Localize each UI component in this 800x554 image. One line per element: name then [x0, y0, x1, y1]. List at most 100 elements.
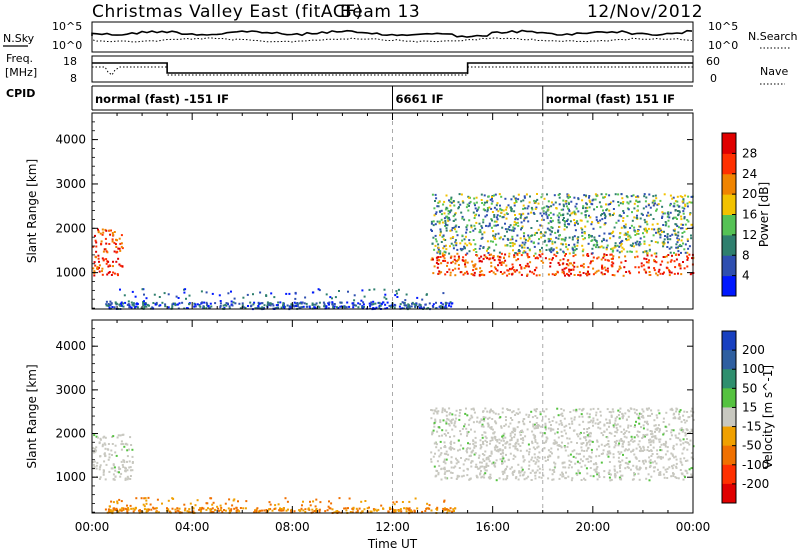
heatmap-cell [669, 194, 672, 197]
heatmap-cell [624, 467, 627, 470]
heatmap-cell [523, 250, 526, 253]
heatmap-cell [471, 416, 474, 419]
heatmap-cell [432, 303, 435, 306]
heatmap-cell [663, 238, 666, 241]
heatmap-cell [458, 475, 461, 478]
heatmap-cell [597, 269, 600, 272]
heatmap-cell [507, 269, 510, 272]
heatmap-cell [430, 417, 433, 420]
heatmap-cell [443, 200, 446, 203]
heatmap-cell [637, 435, 640, 438]
heatmap-cell [611, 408, 614, 411]
heatmap-cell [268, 508, 271, 511]
heatmap-cell [666, 215, 669, 218]
heatmap-cell [502, 216, 505, 219]
heatmap-cell [438, 222, 441, 225]
heatmap-cell [573, 261, 576, 264]
heatmap-cell [127, 300, 130, 303]
heatmap-cell [659, 227, 662, 230]
heatmap-cell [448, 211, 451, 214]
heatmap-cell [290, 305, 293, 308]
heatmap-cell [595, 463, 598, 466]
heatmap-cell [648, 441, 651, 444]
heatmap-cell [401, 501, 404, 503]
heatmap-cell [188, 294, 191, 297]
heatmap-cell [621, 415, 624, 418]
cpid-segment-label: 6661 IF [396, 92, 444, 106]
heatmap-cell [444, 260, 447, 262]
heatmap-cell [144, 303, 146, 306]
heatmap-cell [622, 217, 625, 219]
heatmap-cell [378, 301, 381, 304]
heatmap-cell [625, 436, 628, 439]
heatmap-cell [611, 265, 614, 268]
heatmap-cell [626, 201, 629, 204]
heatmap-cell [576, 237, 579, 240]
heatmap-cell [113, 250, 116, 253]
heatmap-cell [396, 292, 398, 295]
heatmap-cell [357, 302, 360, 305]
heatmap-cell [247, 305, 249, 307]
heatmap-cell [511, 273, 514, 276]
heatmap-cell [547, 273, 550, 276]
heatmap-cell [402, 301, 405, 304]
heatmap-cell [559, 214, 562, 217]
heatmap-cell [107, 260, 110, 263]
heatmap-cell [447, 453, 450, 456]
heatmap-cell [583, 232, 586, 235]
heatmap-cell [630, 450, 633, 453]
heatmap-cell [209, 497, 212, 500]
heatmap-cell [632, 464, 635, 467]
heatmap-cell [561, 268, 564, 271]
heatmap-cell [582, 272, 585, 274]
heatmap-cell [632, 440, 635, 443]
heatmap-cell [102, 250, 105, 253]
heatmap-cell [565, 266, 568, 269]
heatmap-cell [681, 223, 684, 226]
heatmap-cell [261, 306, 264, 309]
heatmap-cell [508, 229, 511, 232]
heatmap-cell [571, 246, 574, 249]
heatmap-cell [618, 214, 621, 217]
heatmap-cell [224, 509, 227, 512]
heatmap-cell [232, 301, 235, 304]
heatmap-cell [579, 437, 582, 440]
heatmap-cell [123, 461, 126, 464]
heatmap-cell [633, 216, 636, 219]
heatmap-cell [635, 409, 638, 412]
heatmap-cell [622, 211, 625, 214]
heatmap-cell [415, 303, 417, 306]
heatmap-cell [591, 259, 594, 262]
heatmap-cell [420, 305, 423, 308]
heatmap-cell [587, 460, 590, 463]
freq-label-2: [MHz] [5, 66, 37, 79]
heatmap-cell [493, 464, 496, 467]
heatmap-cell [483, 194, 486, 197]
heatmap-cell [491, 211, 494, 213]
heatmap-cell [497, 258, 500, 261]
heatmap-cell [146, 303, 149, 306]
heatmap-cell [201, 301, 204, 304]
heatmap-cell [212, 501, 215, 504]
heatmap-cell [488, 460, 491, 463]
heatmap-cell [473, 430, 476, 433]
heatmap-cell [572, 255, 575, 258]
heatmap-cell [117, 510, 120, 513]
heatmap-cell [672, 448, 675, 451]
heatmap-cell [245, 500, 248, 503]
heatmap-cell [526, 207, 529, 210]
heatmap-cell [219, 304, 222, 307]
heatmap-cell [147, 496, 150, 499]
heatmap-cell [618, 251, 621, 254]
heatmap-cell [456, 476, 459, 479]
heatmap-cell [452, 508, 455, 511]
heatmap-cell [127, 303, 130, 306]
heatmap-cell [94, 264, 97, 267]
heatmap-cell [609, 452, 612, 455]
heatmap-cell [687, 195, 690, 198]
heatmap-cell [633, 473, 636, 476]
heatmap-cell [158, 296, 161, 298]
heatmap-cell [453, 226, 456, 229]
heatmap-cell [534, 423, 536, 426]
heatmap-cell [512, 249, 514, 252]
